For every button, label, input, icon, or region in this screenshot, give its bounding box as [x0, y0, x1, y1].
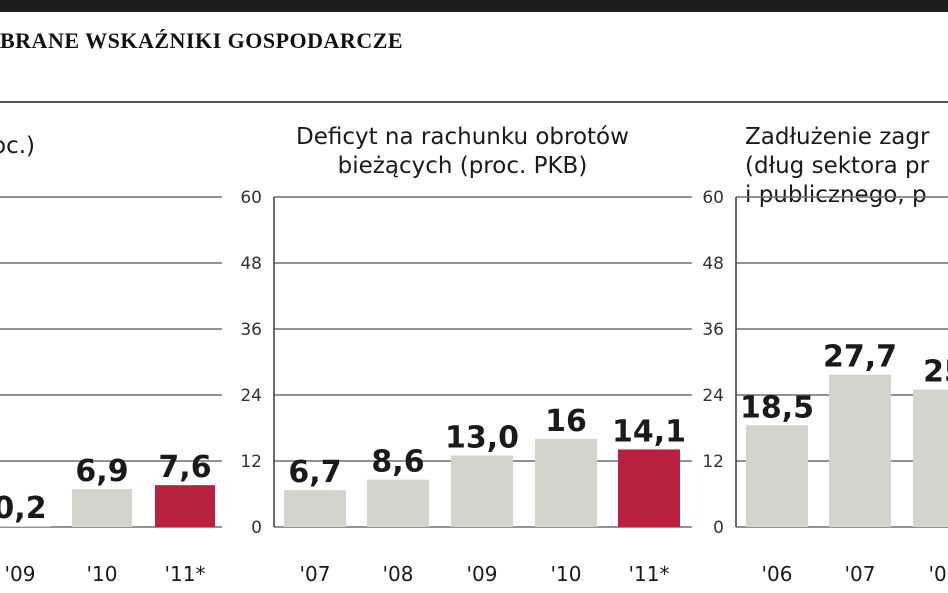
y-tick-label: 0 [251, 518, 262, 538]
y-tick-label: 48 [702, 254, 724, 274]
chart-3-title-line: Zadłużenie zagr [745, 124, 930, 150]
bar [155, 485, 215, 527]
top-bar [0, 0, 948, 12]
y-tick-label: 24 [702, 386, 724, 406]
x-tick-label: '09 [5, 562, 36, 586]
bar [913, 389, 948, 527]
value-label: 7,6 [158, 450, 211, 485]
bar [0, 525, 50, 527]
y-tick-label: 0 [713, 518, 724, 538]
y-tick-label: 12 [702, 452, 724, 472]
page-title: BRANE WSKAŹNIKI GOSPODARCZE [0, 28, 404, 53]
chart-3-title-line: i publicznego, p [745, 182, 927, 208]
x-tick-label: '08 [383, 562, 414, 586]
x-tick-label: '09 [467, 562, 498, 586]
bar [535, 439, 597, 527]
value-label: 16 [545, 404, 587, 439]
y-tick-label: 60 [240, 188, 262, 208]
x-tick-label: '08 [929, 562, 948, 586]
value-label: 6,9 [75, 454, 128, 489]
x-tick-label: '10 [551, 562, 582, 586]
x-tick-label: '11* [629, 562, 670, 586]
value-label: 14,1 [612, 414, 686, 449]
x-tick-label: '06 [762, 562, 793, 586]
bar [367, 479, 429, 527]
x-tick-label: '07 [845, 562, 876, 586]
bar [284, 490, 346, 527]
value-label: 25 [923, 355, 948, 390]
y-tick-label: 60 [702, 188, 724, 208]
chart-2-title: Deficyt na rachunku obrotów bieżących (p… [296, 123, 629, 181]
chart-1-title: oc.) [0, 132, 35, 161]
bar [451, 455, 513, 527]
chart-2-title-line: Deficyt na rachunku obrotów [296, 124, 629, 150]
bar [72, 489, 132, 527]
chart-3-title: Zadłużenie zagr (dług sektora pr i publi… [745, 123, 929, 210]
x-tick-label: '10 [87, 562, 118, 586]
x-tick-label: '07 [300, 562, 331, 586]
title-rule [0, 101, 948, 103]
bar [618, 449, 680, 527]
y-tick-label: 36 [702, 320, 724, 340]
y-tick-label: 12 [240, 452, 262, 472]
y-tick-label: 36 [240, 320, 262, 340]
y-tick-label: 48 [240, 254, 262, 274]
value-label: 13,0 [445, 421, 519, 456]
x-tick-label: '11* [165, 562, 206, 586]
value-label: 6,7 [288, 455, 341, 490]
bar [746, 425, 808, 527]
value-label: 18,5 [740, 390, 814, 425]
chart-1-title-line: oc.) [0, 133, 36, 159]
chart-2-title-line: bieżących (proc. PKB) [337, 153, 588, 179]
value-label: 27,7 [823, 340, 897, 375]
chart-3-title-line: (dług sektora pr [745, 153, 930, 179]
value-label: 0,2 [0, 491, 47, 526]
bar [829, 374, 891, 527]
value-label: 8,6 [371, 445, 424, 480]
y-tick-label: 24 [240, 386, 262, 406]
